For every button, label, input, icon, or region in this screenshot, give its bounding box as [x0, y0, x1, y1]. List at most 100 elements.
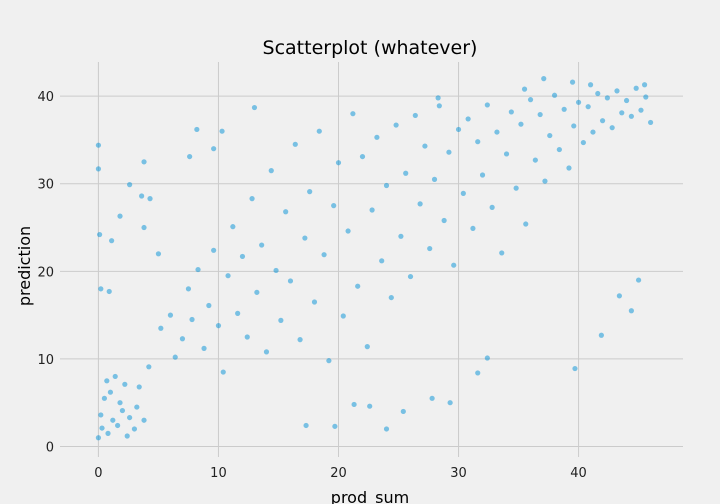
data-point [302, 235, 308, 241]
data-point [127, 414, 133, 421]
data-point [124, 433, 130, 439]
data-point [556, 146, 562, 153]
data-point [465, 116, 471, 122]
y-axis-label: prediction [15, 226, 34, 306]
data-point [115, 422, 121, 429]
data-point [351, 401, 357, 408]
data-point [185, 286, 192, 292]
data-point [499, 250, 505, 256]
data-point [484, 102, 490, 108]
data-point [475, 139, 481, 145]
data-point [147, 196, 153, 202]
data-point [219, 128, 225, 134]
data-point [475, 370, 481, 376]
data-point [647, 119, 654, 126]
data-point [110, 417, 116, 423]
data-point [369, 207, 375, 213]
x-tick-label: 20 [330, 466, 347, 481]
data-point [447, 400, 453, 406]
data-point [513, 185, 519, 191]
data-point [367, 403, 373, 409]
data-point [172, 354, 178, 360]
data-point [211, 247, 217, 253]
data-point [104, 378, 110, 384]
data-point [244, 334, 250, 340]
data-point [101, 395, 108, 401]
data-point [139, 193, 145, 199]
data-point [141, 159, 147, 165]
data-point [595, 90, 601, 97]
data-point [643, 94, 649, 100]
data-point [641, 82, 648, 88]
data-point [350, 111, 356, 117]
data-point [292, 141, 298, 147]
data-point [455, 126, 462, 133]
y-tick-label: 10 [37, 353, 54, 368]
data-point [484, 355, 490, 361]
data-point [225, 273, 231, 279]
data-point [122, 381, 128, 387]
data-point [494, 129, 500, 135]
data-point [321, 252, 327, 258]
data-point [479, 172, 486, 178]
x-tick-label: 10 [210, 466, 227, 481]
data-point [572, 365, 578, 372]
data-point [460, 190, 466, 196]
data-point [446, 149, 452, 155]
data-point [283, 209, 289, 215]
x-axis-label: prod_sum [331, 488, 409, 504]
data-point [311, 299, 318, 305]
data-point [141, 417, 147, 423]
y-tick-labels: 0 10 20 30 40 [37, 90, 54, 455]
data-point [412, 112, 418, 119]
data-point [119, 407, 126, 414]
x-tick-label: 30 [450, 466, 467, 481]
data-point [635, 277, 642, 283]
data-point [575, 99, 582, 105]
data-point [131, 426, 138, 432]
data-point [189, 316, 195, 323]
data-point [393, 122, 399, 128]
data-point [326, 358, 332, 364]
data-point [400, 408, 406, 415]
data-point [547, 132, 553, 139]
data-point [508, 109, 514, 115]
data-point [136, 384, 142, 390]
data-point [598, 332, 604, 338]
data-point [95, 142, 102, 148]
data-point [609, 125, 615, 131]
data-point [638, 107, 644, 113]
y-tick-label: 20 [37, 265, 54, 280]
data-point [273, 267, 279, 274]
data-point [429, 395, 435, 401]
data-point [345, 228, 351, 234]
data-point [541, 76, 547, 82]
data-point [195, 266, 201, 273]
data-point [239, 253, 246, 260]
data-point [146, 364, 152, 370]
data-point [107, 389, 114, 395]
data-point [287, 278, 294, 284]
data-point [201, 345, 207, 351]
data-point [532, 157, 538, 163]
data-point [590, 129, 596, 135]
data-point [431, 176, 438, 182]
data-point [316, 128, 322, 134]
data-point [523, 221, 529, 227]
data-point [604, 95, 610, 101]
data-point [303, 422, 309, 429]
data-point [340, 313, 346, 319]
data-point [97, 231, 103, 238]
data-point [251, 104, 258, 111]
data-point [220, 369, 226, 375]
data-point [194, 126, 200, 133]
data-point [127, 182, 133, 188]
data-point [623, 97, 630, 104]
data-point [489, 204, 495, 210]
data-point [441, 217, 447, 224]
data-point [633, 85, 639, 91]
data-point [105, 430, 111, 436]
data-point [599, 118, 606, 124]
